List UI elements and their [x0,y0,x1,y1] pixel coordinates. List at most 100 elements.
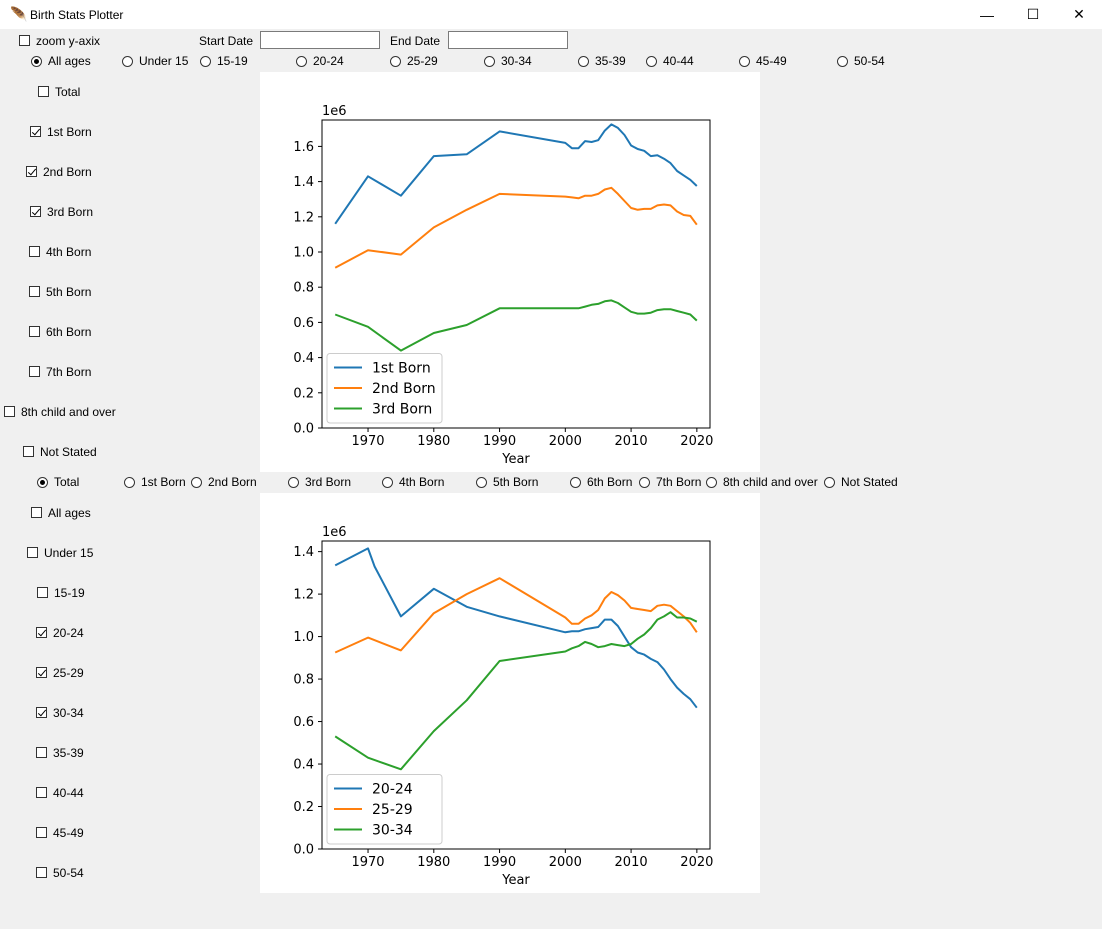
age-checkbox-25-29[interactable] [36,667,47,678]
order-radio-label: Total [54,475,80,489]
order-checkbox-label: 7th Born [46,365,92,379]
order-radio-label: 4th Born [399,475,445,489]
series-line-2nd-born [334,186,698,269]
order-radio-2nd-born[interactable] [191,477,202,488]
age-radio-label: All ages [48,54,91,68]
order-radio-1st-born[interactable] [124,477,135,488]
age-radio-50-54[interactable] [837,56,848,67]
order-checkbox-not-stated[interactable] [23,446,34,457]
order-radio-7th-born[interactable] [639,477,650,488]
order-radio-label: 2nd Born [208,475,257,489]
x-tick-label: 1970 [351,434,384,449]
age-radio-25-29[interactable] [390,56,401,67]
age-radio-20-24[interactable] [296,56,307,67]
age-radio-label: 40-44 [663,54,694,68]
age-checkbox-label: 25-29 [53,666,84,680]
order-radio-3rd-born[interactable] [288,477,299,488]
end-date-input[interactable] [448,31,568,49]
y-tick-label: 1.4 [293,545,314,560]
y-offset-label: 1e6 [322,104,347,119]
age-radio-35-39[interactable] [578,56,589,67]
order-checkbox-8th-child-and-over[interactable] [4,406,15,417]
maximize-button[interactable]: ☐ [1026,6,1040,22]
x-tick-label: 2010 [615,855,648,870]
order-radio-label: 5th Born [493,475,539,489]
age-radio-label: Under 15 [139,54,189,68]
age-radio-label: 25-29 [407,54,438,68]
age-group-plot: 1970 1980 1990 2000 2010 2020 0.0 0.2 0.4 0.6 0.8 1… [260,493,760,893]
x-tick-label: 2000 [549,434,582,449]
start-date-input[interactable] [260,31,380,49]
series-line-30-34 [334,611,698,771]
age-radio-45-49[interactable] [739,56,750,67]
x-tick-label: 2010 [615,434,648,449]
order-checkbox-label: 5th Born [46,285,92,299]
y-tick-label: 0.8 [293,281,314,296]
y-tick-label: 1.2 [293,588,314,603]
order-checkbox-label: Total [55,85,81,99]
y-tick-label: 0.0 [293,843,314,858]
legend-entry-3rd-born: 3rd Born [372,402,432,418]
age-radio-all-ages[interactable] [31,56,42,67]
order-checkbox-6th-born[interactable] [29,326,40,337]
order-checkbox-4th-born[interactable] [29,246,40,257]
x-tick-label: 1970 [351,855,384,870]
age-checkbox-label: 20-24 [53,626,84,640]
y-tick-label: 1.4 [293,175,314,190]
y-tick-label: 0.6 [293,715,314,730]
age-checkbox-50-54[interactable] [36,867,47,878]
age-radio-label: 15-19 [217,54,248,68]
order-checkbox-1st-born[interactable] [30,126,41,137]
order-checkbox-5th-born[interactable] [29,286,40,297]
order-radio-label: Not Stated [841,475,898,489]
age-radio-40-44[interactable] [646,56,657,67]
legend-entry-20-24: 20-24 [372,782,413,798]
order-radio-not-stated[interactable] [824,477,835,488]
order-radio-6th-born[interactable] [570,477,581,488]
order-radio-4th-born[interactable] [382,477,393,488]
age-radio-label: 30-34 [501,54,532,68]
age-checkbox-20-24[interactable] [36,627,47,638]
x-tick-label: 2000 [549,855,582,870]
legend-box [326,353,443,424]
window-title: Birth Stats Plotter [30,8,124,22]
order-radio-label: 6th Born [587,475,633,489]
age-checkbox-label: 35-39 [53,746,84,760]
age-checkbox-40-44[interactable] [36,787,47,798]
order-radio-label: 8th child and over [723,475,818,489]
x-axis-label: Year [501,873,530,888]
order-radio-total[interactable] [37,477,48,488]
age-checkbox-15-19[interactable] [37,587,48,598]
age-checkbox-all-ages[interactable] [31,507,42,518]
order-radio-8th-child-and-over[interactable] [706,477,717,488]
order-radio-5th-born[interactable] [476,477,487,488]
age-checkbox-under-15[interactable] [27,547,38,558]
order-checkbox-label: 3rd Born [47,205,94,219]
age-checkbox-30-34[interactable] [36,707,47,718]
age-checkbox-45-49[interactable] [36,827,47,838]
order-checkbox-label: 2nd Born [43,165,92,179]
order-checkbox-total[interactable] [38,86,49,97]
close-button[interactable]: ✕ [1073,6,1085,22]
y-tick-label: 0.6 [293,316,314,331]
order-checkbox-7th-born[interactable] [29,366,40,377]
y-tick-label: 1.6 [293,140,314,155]
x-tick-label: 1990 [483,434,516,449]
zoom-y-axis-checkbox[interactable] [19,35,30,46]
order-checkbox-label: 6th Born [46,325,92,339]
series-line-3rd-born [334,299,698,352]
y-tick-label: 1.2 [293,210,314,225]
order-checkbox-3rd-born[interactable] [30,206,41,217]
y-tick-label: 1.0 [293,630,314,645]
legend-entry-1st-born: 1st Born [372,361,431,377]
legend-entry-25-29: 25-29 [372,802,413,818]
minimize-button[interactable]: — [980,6,994,23]
age-radio-30-34[interactable] [484,56,495,67]
age-checkbox-35-39[interactable] [36,747,47,758]
age-radio-15-19[interactable] [200,56,211,67]
axes-frame [321,119,711,429]
order-checkbox-2nd-born[interactable] [26,166,37,177]
start-date-label: Start Date [199,34,254,48]
zoom-y-axis-label: zoom y-axix [36,34,101,48]
age-radio-under-15[interactable] [122,56,133,67]
